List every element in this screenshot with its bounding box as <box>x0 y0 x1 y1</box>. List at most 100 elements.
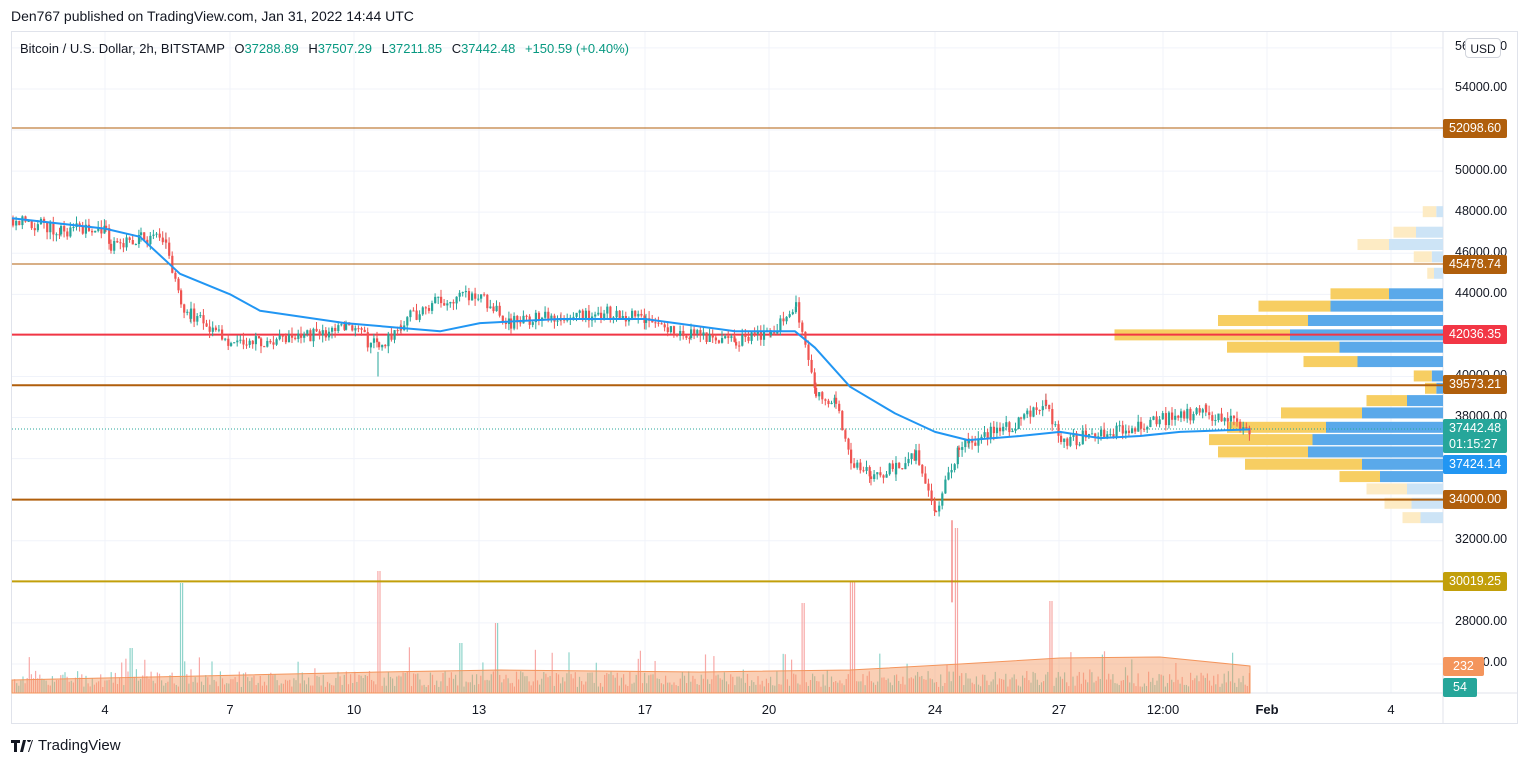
volume-bar <box>864 685 866 693</box>
candle-body <box>634 310 637 317</box>
volume-bar <box>1204 677 1206 693</box>
volume-bar <box>889 682 891 693</box>
volume-profile-sell-bar <box>1411 497 1443 509</box>
volume-bar <box>910 677 912 693</box>
volume-bar <box>696 684 698 693</box>
volume-bar <box>1162 675 1164 693</box>
chart-frame <box>11 31 1518 724</box>
candle-body <box>1118 425 1121 427</box>
volume-bar <box>343 674 345 693</box>
candle-body <box>1084 430 1087 438</box>
volume-bar <box>74 677 77 693</box>
candle-body <box>813 372 816 388</box>
volume-bar <box>253 675 255 693</box>
candle-body <box>1038 409 1041 411</box>
volume-bar <box>1122 680 1124 693</box>
volume-bar <box>1072 676 1074 693</box>
candle-body <box>953 464 956 471</box>
volume-bar <box>268 673 270 693</box>
candle-body <box>933 501 936 511</box>
volume-bar <box>60 675 62 693</box>
volume-bar <box>870 681 872 693</box>
time-tick: 24 <box>927 702 943 717</box>
volume-bar <box>364 674 366 693</box>
candle-body <box>131 239 134 245</box>
volume-bar <box>205 675 207 693</box>
volume-bar <box>83 686 85 693</box>
volume-bar <box>524 676 526 693</box>
volume-bar <box>213 679 215 693</box>
volume-bar <box>847 674 849 693</box>
volume-bar <box>110 672 112 693</box>
candle-body <box>345 322 348 330</box>
candle-body <box>1014 428 1017 431</box>
volume-bar <box>700 674 702 693</box>
candle-body <box>827 400 830 405</box>
candle-body <box>1063 438 1066 442</box>
candle-body <box>999 427 1002 432</box>
currency-button[interactable]: USD <box>1465 38 1501 58</box>
candle-body <box>1239 421 1242 431</box>
candle-body <box>1171 412 1174 420</box>
candle-body <box>1183 411 1186 419</box>
volume-bar <box>585 681 587 693</box>
volume-bar <box>203 685 205 693</box>
candle-body <box>483 294 486 296</box>
volume-bar <box>1225 682 1227 693</box>
candle-body <box>519 322 522 324</box>
candle-body <box>721 338 724 343</box>
candle-body <box>711 334 714 338</box>
volume-bar <box>245 672 247 693</box>
volume-bar <box>1206 673 1208 693</box>
volume-bar <box>570 674 572 693</box>
volume-bar <box>261 685 263 693</box>
volume-profile-sell-bar <box>1326 421 1443 433</box>
volume-bar <box>452 678 455 693</box>
volume-bar <box>301 672 303 693</box>
candle-body <box>986 432 989 440</box>
volume-bar <box>226 683 228 693</box>
volume-bar <box>385 685 387 693</box>
volume-bar <box>62 674 64 693</box>
candle-body <box>303 333 306 338</box>
candle-body <box>600 312 603 320</box>
volume-bar <box>375 684 377 693</box>
volume-bar <box>1200 672 1202 693</box>
volume-bar <box>1032 671 1034 693</box>
candle-body <box>1232 415 1236 419</box>
candle-body <box>421 307 424 315</box>
volume-bar <box>221 678 224 693</box>
volume-bar <box>272 675 274 693</box>
candle-body <box>69 227 72 237</box>
volume-bar <box>826 670 828 693</box>
current-price-value: 37442.48 <box>1449 421 1502 435</box>
volume-bar <box>131 648 133 693</box>
candle-body <box>1134 428 1137 432</box>
volume-bar <box>341 684 343 693</box>
candle-body <box>58 234 61 236</box>
candle-body <box>572 316 575 318</box>
candle-body <box>140 232 143 235</box>
volume-bar <box>387 671 389 693</box>
volume-bar <box>144 659 146 693</box>
tradingview-brand[interactable]: TradingView <box>11 737 121 754</box>
candle-body <box>87 224 91 231</box>
volume-bar <box>442 673 444 693</box>
volume-bar <box>95 682 98 693</box>
volume-bar <box>270 672 272 693</box>
volume-profile-buy-bar <box>1384 497 1412 509</box>
volume-bar <box>896 674 898 693</box>
volume-bar <box>780 684 782 693</box>
candle-body <box>1137 421 1140 432</box>
candle-body <box>331 327 334 332</box>
volume-bar <box>93 684 95 693</box>
volume-profile-sell-bar <box>1407 483 1443 495</box>
candle-body <box>1023 414 1026 419</box>
candle-body <box>1226 418 1229 422</box>
volume-bar <box>142 675 144 693</box>
volume-bar <box>608 674 610 693</box>
volume-profile-sell-bar <box>1420 512 1443 524</box>
candle-body <box>363 329 366 333</box>
volume-profile-sell-bar <box>1330 300 1443 312</box>
